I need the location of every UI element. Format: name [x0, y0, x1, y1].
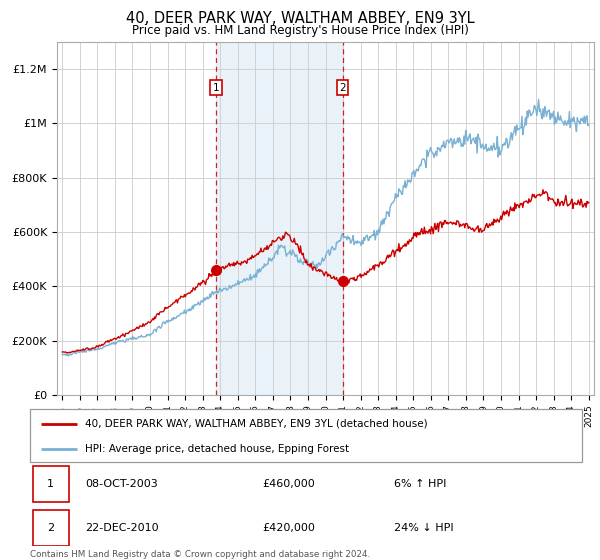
Text: 1: 1	[213, 83, 220, 93]
Text: 24% ↓ HPI: 24% ↓ HPI	[394, 523, 454, 533]
Text: HPI: Average price, detached house, Epping Forest: HPI: Average price, detached house, Eppi…	[85, 444, 349, 454]
Text: 08-OCT-2003: 08-OCT-2003	[85, 479, 158, 489]
FancyBboxPatch shape	[33, 466, 68, 502]
Text: Contains HM Land Registry data © Crown copyright and database right 2024.
This d: Contains HM Land Registry data © Crown c…	[30, 550, 370, 560]
Text: 6% ↑ HPI: 6% ↑ HPI	[394, 479, 446, 489]
Bar	[216, 42, 343, 395]
Text: 1: 1	[47, 479, 54, 489]
Text: £420,000: £420,000	[262, 523, 315, 533]
Text: 2: 2	[47, 523, 54, 533]
Text: 40, DEER PARK WAY, WALTHAM ABBEY, EN9 3YL (detached house): 40, DEER PARK WAY, WALTHAM ABBEY, EN9 3Y…	[85, 419, 428, 429]
Text: 2: 2	[339, 83, 346, 93]
Text: 22-DEC-2010: 22-DEC-2010	[85, 523, 159, 533]
Text: £460,000: £460,000	[262, 479, 314, 489]
FancyBboxPatch shape	[33, 510, 68, 546]
FancyBboxPatch shape	[30, 409, 582, 462]
Text: Price paid vs. HM Land Registry's House Price Index (HPI): Price paid vs. HM Land Registry's House …	[131, 24, 469, 37]
Text: 40, DEER PARK WAY, WALTHAM ABBEY, EN9 3YL: 40, DEER PARK WAY, WALTHAM ABBEY, EN9 3Y…	[125, 11, 475, 26]
